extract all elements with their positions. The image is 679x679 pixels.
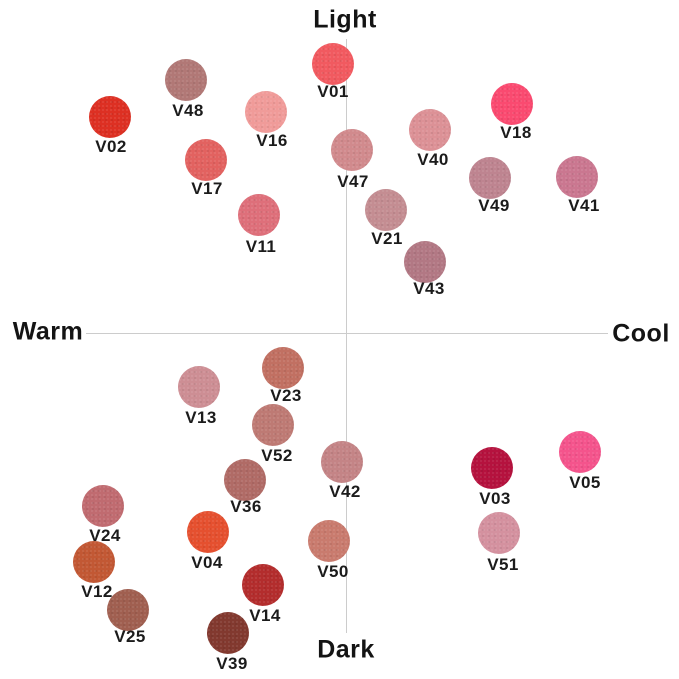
shade-swatch-v41 xyxy=(556,156,598,198)
shade-label-v49: V49 xyxy=(478,196,510,215)
shade-label-v40: V40 xyxy=(417,150,449,169)
shade-swatch-v43 xyxy=(404,241,446,283)
shade-swatch-v51 xyxy=(478,512,520,554)
shade-label-v42: V42 xyxy=(329,482,361,501)
shade-swatch-v39 xyxy=(207,612,249,654)
shade-label-v14: V14 xyxy=(249,606,281,625)
shade-swatch-v04 xyxy=(187,511,229,553)
shade-label-v12: V12 xyxy=(81,582,113,601)
shade-label-v25: V25 xyxy=(114,627,146,646)
shade-swatch-v05 xyxy=(559,431,601,473)
axis-label-light: Light xyxy=(313,5,377,34)
shade-swatch-v18 xyxy=(491,83,533,125)
shade-swatch-v03 xyxy=(471,447,513,489)
shade-label-v39: V39 xyxy=(216,654,248,673)
shade-swatch-v52 xyxy=(252,404,294,446)
shade-label-v04: V04 xyxy=(191,553,223,572)
shade-label-v01: V01 xyxy=(317,82,349,101)
shade-label-v47: V47 xyxy=(337,172,369,191)
axis-label-cool: Cool xyxy=(612,319,670,348)
shade-swatch-v16 xyxy=(245,91,287,133)
shade-swatch-v01 xyxy=(312,43,354,85)
shade-label-v41: V41 xyxy=(568,196,600,215)
shade-label-v48: V48 xyxy=(172,101,204,120)
axis-label-warm: Warm xyxy=(12,317,84,346)
shade-swatch-v49 xyxy=(469,157,511,199)
shade-label-v21: V21 xyxy=(371,229,403,248)
shade-label-v51: V51 xyxy=(487,555,519,574)
shade-swatch-v12 xyxy=(73,541,115,583)
shade-label-v52: V52 xyxy=(261,446,293,465)
shade-label-v23: V23 xyxy=(270,386,302,405)
shade-label-v24: V24 xyxy=(89,526,121,545)
shade-label-v05: V05 xyxy=(569,473,601,492)
shade-swatch-v24 xyxy=(82,485,124,527)
shade-swatch-v36 xyxy=(224,459,266,501)
shade-label-v11: V11 xyxy=(245,237,277,256)
shade-label-v02: V02 xyxy=(95,137,127,156)
shade-label-v16: V16 xyxy=(256,131,288,150)
shade-label-v17: V17 xyxy=(191,179,223,198)
shade-swatch-v14 xyxy=(242,564,284,606)
shade-swatch-v40 xyxy=(409,109,451,151)
shade-swatch-v11 xyxy=(238,194,280,236)
shade-swatch-v21 xyxy=(365,189,407,231)
shade-swatch-v48 xyxy=(165,59,207,101)
shade-label-v13: V13 xyxy=(185,408,217,427)
shade-swatch-v25 xyxy=(107,589,149,631)
shade-swatch-v02 xyxy=(89,96,131,138)
shade-label-v18: V18 xyxy=(500,123,532,142)
shade-swatch-v47 xyxy=(331,129,373,171)
axis-label-dark: Dark xyxy=(317,635,375,664)
shade-swatch-v50 xyxy=(308,520,350,562)
shade-swatch-v23 xyxy=(262,347,304,389)
shade-label-v43: V43 xyxy=(413,279,445,298)
shade-label-v50: V50 xyxy=(317,562,349,581)
shade-swatch-v13 xyxy=(178,366,220,408)
shade-swatch-v42 xyxy=(321,441,363,483)
horizontal-axis-line xyxy=(86,333,608,334)
shade-label-v03: V03 xyxy=(479,489,511,508)
shade-label-v36: V36 xyxy=(230,497,262,516)
vertical-axis-line xyxy=(346,39,347,633)
shade-swatch-v17 xyxy=(185,139,227,181)
